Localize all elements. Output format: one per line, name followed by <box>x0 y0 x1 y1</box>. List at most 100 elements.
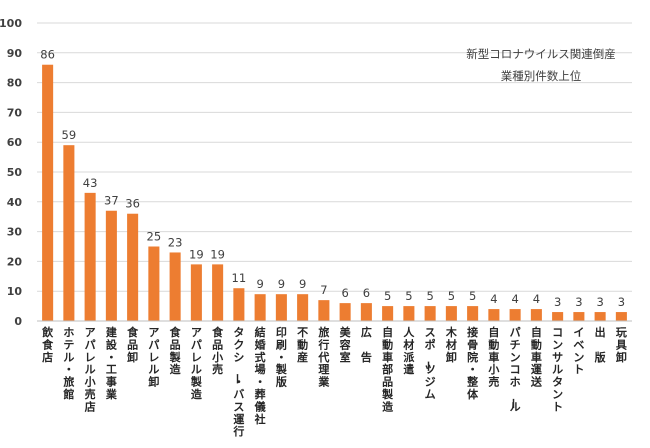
data-label: 7 <box>320 283 327 297</box>
x-tick-label: コンサルタント <box>552 326 563 413</box>
bar <box>467 306 479 321</box>
y-axis-tick-labels: 0 10 20 30 40 50 60 70 80 90 100 <box>0 17 22 328</box>
x-tick-label: 玩具卸 <box>616 326 627 364</box>
x-tick-label: 食品小売 <box>211 325 224 376</box>
bar <box>318 300 330 321</box>
data-label: 6 <box>341 286 348 300</box>
data-label: 5 <box>448 289 455 303</box>
data-label: 5 <box>405 289 412 303</box>
data-label: 3 <box>575 295 582 309</box>
x-tick-label: タクシー・バス運行 <box>230 326 245 438</box>
gridlines <box>37 22 632 292</box>
x-axis-category-labels: 飲食店ホテル・旅館アパレル小売店建設・工事業食品卸アパレル卸食品製造アパレル製造… <box>41 325 627 438</box>
x-tick-label: 建設・工事業 <box>105 325 118 401</box>
bar <box>552 312 564 321</box>
x-tick-label: 出 版 <box>595 325 606 364</box>
data-label: 9 <box>278 277 285 291</box>
x-tick-label: 美容室 <box>339 325 352 364</box>
x-tick-label: 木材卸 <box>445 325 458 364</box>
x-tick-label: 食品製造 <box>169 325 182 376</box>
data-label: 86 <box>40 48 55 62</box>
bar <box>445 306 457 321</box>
bar <box>573 312 585 321</box>
bar <box>84 192 96 321</box>
x-tick-label: アパレル製造 <box>190 326 203 401</box>
data-label: 3 <box>618 295 625 309</box>
bar <box>42 64 54 321</box>
bar <box>190 264 202 321</box>
x-tick-label: 接骨院・整体 <box>466 325 479 401</box>
x-tick-label: スポーツジム <box>422 326 436 401</box>
data-label: 6 <box>363 286 370 300</box>
y-tick-label: 30 <box>7 226 23 239</box>
x-tick-label: アパレル小売店 <box>84 326 96 413</box>
bar <box>530 309 542 321</box>
chart-title-line-2: 業種別件数上位 <box>501 69 582 83</box>
x-tick-label: 人材派遣 <box>403 325 415 376</box>
data-label: 4 <box>511 292 518 306</box>
data-label: 19 <box>210 247 225 261</box>
data-label: 25 <box>147 230 162 244</box>
bar <box>105 210 117 321</box>
x-tick-label: パチンコホール <box>507 326 521 413</box>
bar <box>148 246 160 321</box>
data-label: 9 <box>299 277 306 291</box>
data-label: 5 <box>426 289 433 303</box>
y-tick-label: 50 <box>7 166 23 179</box>
data-label: 19 <box>189 247 204 261</box>
x-tick-label: アパレル卸 <box>148 326 159 389</box>
data-label: 5 <box>384 289 391 303</box>
x-tick-label: 旅行代理業 <box>317 325 330 389</box>
data-label: 3 <box>554 295 561 309</box>
data-label: 43 <box>83 176 98 190</box>
data-label: 9 <box>256 277 263 291</box>
data-label: 37 <box>104 194 119 208</box>
bar <box>63 145 75 321</box>
data-label: 11 <box>232 271 247 285</box>
bars <box>42 64 627 321</box>
bar <box>275 294 287 321</box>
y-tick-label: 40 <box>7 196 23 209</box>
bar <box>488 309 500 321</box>
x-tick-label: 食品卸 <box>127 325 139 364</box>
bar <box>594 312 606 321</box>
bar <box>233 288 245 321</box>
data-label: 23 <box>168 235 183 249</box>
data-label: 36 <box>125 197 140 211</box>
x-tick-label: 不動産 <box>297 326 308 364</box>
bar <box>360 303 372 321</box>
x-tick-label: 飲食店 <box>41 325 54 364</box>
bar <box>212 264 224 321</box>
data-label: 4 <box>490 292 497 306</box>
y-tick-label: 80 <box>7 77 23 90</box>
y-tick-label: 90 <box>7 47 23 60</box>
y-tick-label: 100 <box>0 17 22 30</box>
bar <box>382 306 394 321</box>
bar <box>424 306 436 321</box>
x-tick-label: 結婚式場・葬儀社 <box>254 325 266 426</box>
bar <box>254 294 266 321</box>
data-label: 5 <box>469 289 476 303</box>
y-tick-label: 20 <box>7 255 23 268</box>
x-tick-label: イベント <box>573 326 584 376</box>
bar <box>339 303 351 321</box>
bar <box>127 213 139 321</box>
y-tick-label: 10 <box>7 285 23 298</box>
x-tick-label: 自動車運送 <box>530 325 543 389</box>
x-tick-label: 印刷・製版 <box>275 326 288 389</box>
bar <box>403 306 415 321</box>
y-tick-label: 60 <box>7 136 23 149</box>
data-label: 59 <box>62 128 77 142</box>
y-tick-label: 70 <box>7 106 23 119</box>
y-tick-label: 0 <box>14 315 22 328</box>
x-tick-label: 自動車小売 <box>487 325 499 389</box>
bar <box>297 294 309 321</box>
data-label: 4 <box>533 292 540 306</box>
x-tick-label: 広 告 <box>361 325 372 364</box>
x-tick-label: 自動車部品製造 <box>381 325 394 413</box>
chart-title-line-1: 新型コロナウイルス関連倒産 <box>466 47 616 61</box>
bar <box>509 309 521 321</box>
bar <box>169 252 181 321</box>
